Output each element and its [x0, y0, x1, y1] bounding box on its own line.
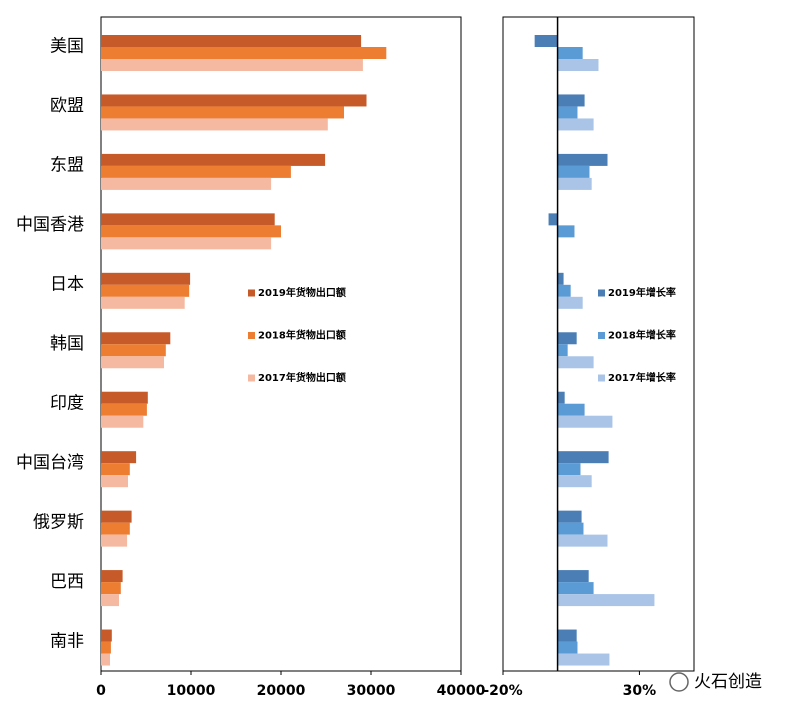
- bar: [557, 59, 599, 71]
- bar: [557, 153, 608, 166]
- bar: [557, 570, 589, 583]
- bar: [101, 403, 147, 416]
- bar: [101, 225, 281, 238]
- legend-swatch: [248, 332, 255, 339]
- x-tick-label: 0: [96, 683, 106, 699]
- bar: [101, 47, 387, 59]
- category-label: 欧盟: [50, 96, 84, 116]
- bar: [557, 582, 594, 595]
- x-tick-label: 30000: [347, 683, 396, 699]
- bar: [101, 344, 166, 357]
- x-tick-label: 10000: [167, 683, 216, 699]
- bar: [101, 451, 137, 464]
- bar: [557, 641, 578, 654]
- watermark-icon: [669, 672, 689, 692]
- category-label: 韩国: [50, 334, 84, 354]
- legend-label: 2018年货物出口额: [258, 329, 346, 342]
- x-tick-label: 30%: [623, 683, 657, 699]
- bar: [101, 522, 130, 535]
- category-label: 中国台湾: [16, 453, 84, 473]
- bar: [557, 165, 590, 178]
- bar: [557, 403, 585, 416]
- bar: [101, 570, 123, 583]
- legend-label: 2017年货物出口额: [258, 371, 346, 384]
- bar: [548, 213, 558, 226]
- bar: [557, 522, 584, 535]
- x-tick-label: 40000: [437, 683, 486, 699]
- bar: [557, 225, 575, 238]
- bar: [557, 475, 592, 488]
- plot-frame-right: [502, 16, 695, 672]
- bar: [101, 391, 148, 404]
- legend-label: 2019年货物出口额: [258, 286, 346, 299]
- bar: [101, 35, 362, 47]
- legend-swatch: [598, 289, 605, 297]
- bar: [534, 35, 558, 47]
- bar: [557, 356, 594, 369]
- bar: [101, 582, 121, 595]
- bar: [101, 59, 363, 71]
- legend-swatch: [248, 374, 255, 382]
- category-label: 印度: [50, 393, 84, 413]
- legend-swatch: [248, 289, 255, 297]
- bar: [101, 296, 185, 309]
- legend-swatch: [598, 374, 605, 382]
- bar: [101, 629, 112, 642]
- x-tick-label: 20000: [257, 683, 306, 699]
- category-label: 中国香港: [16, 215, 84, 235]
- bar: [101, 213, 275, 226]
- bar: [101, 237, 272, 250]
- bar: [101, 272, 191, 285]
- bar: [557, 463, 581, 476]
- bar: [101, 106, 344, 119]
- bar: [557, 118, 594, 131]
- legend-swatch: [598, 332, 605, 339]
- category-label: 南非: [50, 631, 84, 651]
- bar: [557, 629, 577, 642]
- bar: [557, 296, 583, 309]
- bar: [101, 594, 119, 607]
- bar: [557, 47, 583, 59]
- bar: [101, 94, 367, 107]
- bar: [557, 344, 568, 357]
- watermark: 火石创造: [694, 672, 762, 692]
- bar: [557, 451, 609, 464]
- bar: [557, 94, 585, 107]
- legend-label: 2017年增长率: [608, 371, 676, 384]
- category-label: 俄罗斯: [33, 512, 84, 532]
- bar: [557, 653, 610, 666]
- bar: [101, 153, 326, 166]
- bar: [101, 165, 291, 178]
- bar: [101, 118, 328, 131]
- bar: [557, 177, 592, 190]
- bar: [557, 284, 571, 297]
- category-label: 美国: [50, 37, 84, 57]
- bar: [557, 332, 577, 345]
- bar: [101, 510, 132, 523]
- bar: [101, 534, 128, 547]
- category-label: 巴西: [50, 572, 84, 592]
- bar: [101, 332, 171, 345]
- bar: [557, 510, 582, 523]
- bar: [557, 415, 613, 428]
- bar: [101, 284, 190, 297]
- bar: [557, 391, 565, 404]
- bar: [557, 594, 655, 607]
- bar: [557, 106, 578, 119]
- category-label: 日本: [50, 275, 84, 295]
- legend-label: 2018年增长率: [608, 329, 676, 342]
- bar: [557, 272, 564, 285]
- bar: [101, 641, 111, 654]
- x-tick-label: -20%: [483, 683, 522, 699]
- bar: [101, 463, 130, 476]
- bar: [101, 415, 144, 428]
- bar: [101, 475, 128, 488]
- legend-label: 2019年增长率: [608, 286, 676, 299]
- category-label: 东盟: [50, 156, 84, 176]
- bar: [101, 356, 164, 369]
- bar: [101, 653, 110, 666]
- bar: [557, 534, 608, 547]
- bar: [101, 177, 272, 190]
